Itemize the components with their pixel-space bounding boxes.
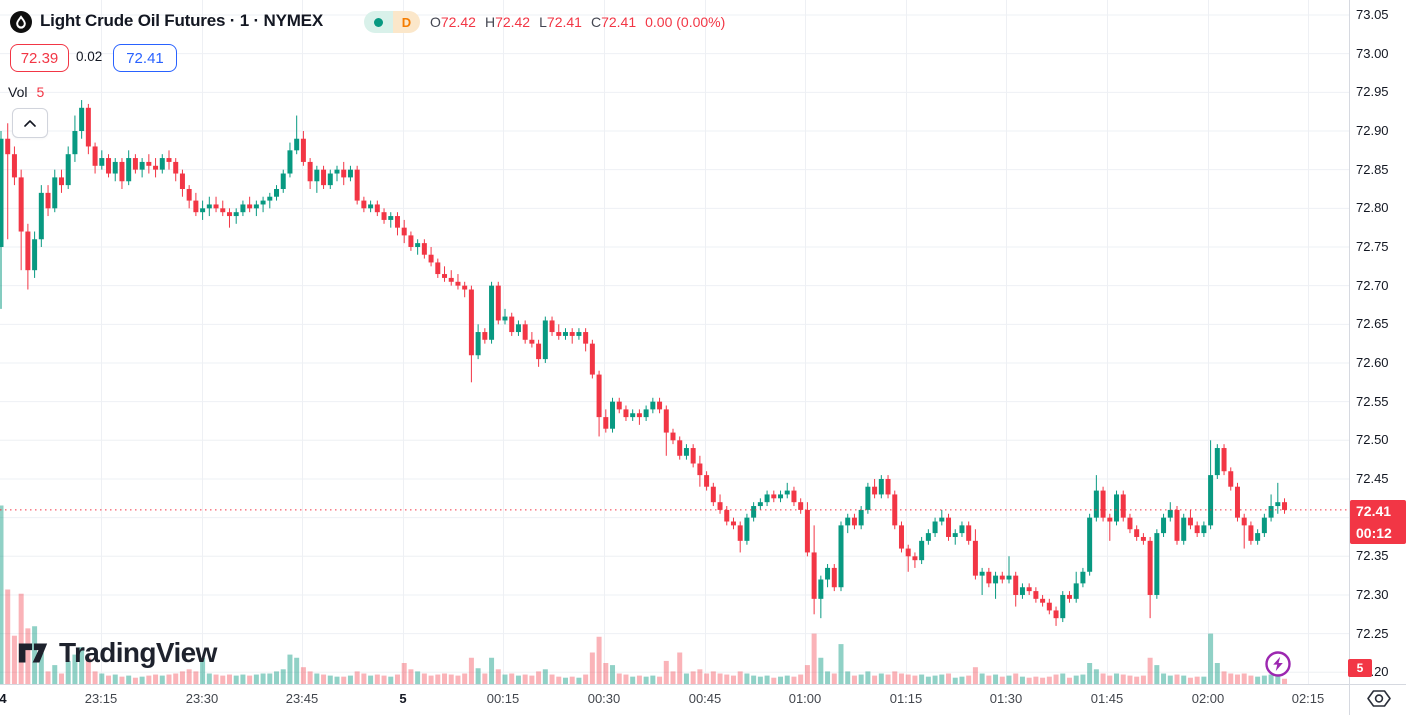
tradingview-logo-icon bbox=[18, 643, 48, 663]
change-value: 0.00 bbox=[645, 14, 673, 30]
price-axis-label: 72.45 bbox=[1356, 470, 1389, 486]
price-axis-label: 72.80 bbox=[1356, 200, 1389, 216]
time-axis-label: 4 bbox=[0, 691, 7, 706]
price-axis-label: 73.05 bbox=[1356, 7, 1389, 22]
price-axis-label: 72.60 bbox=[1356, 354, 1389, 370]
close-value: 72.41 bbox=[601, 14, 637, 30]
price-axis-label: 72.85 bbox=[1356, 161, 1389, 177]
lightning-bolt-button[interactable] bbox=[1264, 650, 1292, 678]
current-price-tag: 72.41 00:12 bbox=[1350, 500, 1406, 544]
open-value: 72.42 bbox=[440, 14, 476, 30]
time-axis-label: 5 bbox=[399, 691, 407, 706]
current-volume-tag: 5 bbox=[1348, 659, 1372, 677]
high-value: 72.42 bbox=[495, 14, 531, 30]
price-axis-label: 72.75 bbox=[1356, 238, 1389, 254]
symbol-title[interactable]: Light Crude Oil Futures · 1 · NYMEX bbox=[40, 11, 323, 30]
volume-legend: Vol 5 bbox=[8, 84, 44, 100]
green-dot-icon bbox=[374, 17, 383, 27]
price-axis-label: 72.70 bbox=[1356, 277, 1389, 293]
time-axis-label: 23:30 bbox=[185, 691, 219, 706]
time-axis-label: 00:45 bbox=[688, 691, 722, 706]
chevron-up-icon bbox=[24, 119, 36, 127]
market-status-segment bbox=[364, 11, 393, 33]
time-axis-label: 00:15 bbox=[486, 691, 520, 706]
low-label: L bbox=[539, 14, 547, 30]
low-value: 72.41 bbox=[546, 14, 582, 30]
price-axis-label: 72.30 bbox=[1356, 586, 1389, 602]
price-axis-label: 72.50 bbox=[1356, 432, 1389, 448]
collapse-legend-button[interactable] bbox=[12, 108, 48, 138]
volume-value: 5 bbox=[36, 84, 45, 100]
oil-drop-icon bbox=[10, 11, 32, 33]
time-axis-label: 23:45 bbox=[285, 691, 319, 706]
interval-badge: D bbox=[393, 11, 420, 33]
ohlc-legend: O72.42 H72.42 L72.41 C72.41 0.00 (0.00%) bbox=[430, 14, 725, 30]
price-axis-label: 73.00 bbox=[1356, 45, 1389, 61]
watermark-text: TradingView bbox=[59, 637, 217, 668]
time-axis-label: 02:00 bbox=[1191, 691, 1225, 706]
price-axis-label: 72.35 bbox=[1356, 548, 1389, 564]
change-percent: (0.00%) bbox=[676, 14, 726, 30]
price-axis-label: 72.55 bbox=[1356, 393, 1389, 409]
interval-status-badge[interactable]: D bbox=[364, 11, 420, 33]
price-axis-label: 72.65 bbox=[1356, 316, 1389, 332]
volume-label: Vol bbox=[8, 84, 28, 100]
price-axis-label: 72.90 bbox=[1356, 122, 1389, 138]
ask-button[interactable]: 72.41 bbox=[113, 44, 177, 72]
time-axis-label: 23:15 bbox=[84, 691, 118, 706]
time-axis-label: 02:15 bbox=[1291, 691, 1325, 706]
tradingview-watermark: TradingView bbox=[16, 636, 217, 670]
high-label: H bbox=[484, 14, 496, 30]
price-axis-label: 72.95 bbox=[1356, 84, 1389, 100]
price-axis-label: 72.25 bbox=[1356, 625, 1389, 641]
spread-value: 0.02 bbox=[76, 49, 103, 64]
candlestick-series bbox=[0, 100, 1288, 626]
open-label: O bbox=[430, 14, 441, 30]
time-axis-label: 01:45 bbox=[1090, 691, 1124, 706]
current-price-value: 72.41 bbox=[1356, 503, 1392, 519]
volume-series bbox=[0, 505, 1288, 684]
close-label: C bbox=[590, 14, 602, 30]
time-axis-label: 01:15 bbox=[889, 691, 923, 706]
time-axis-label: 01:00 bbox=[788, 691, 822, 706]
bid-button[interactable]: 72.39 bbox=[10, 44, 69, 72]
time-axis-label: 00:30 bbox=[587, 691, 621, 706]
time-axis-label: 01:30 bbox=[989, 691, 1023, 706]
bar-countdown: 00:12 bbox=[1356, 525, 1392, 541]
eye-octagon-icon[interactable] bbox=[1366, 688, 1392, 709]
lightning-bolt-icon bbox=[1273, 656, 1283, 671]
